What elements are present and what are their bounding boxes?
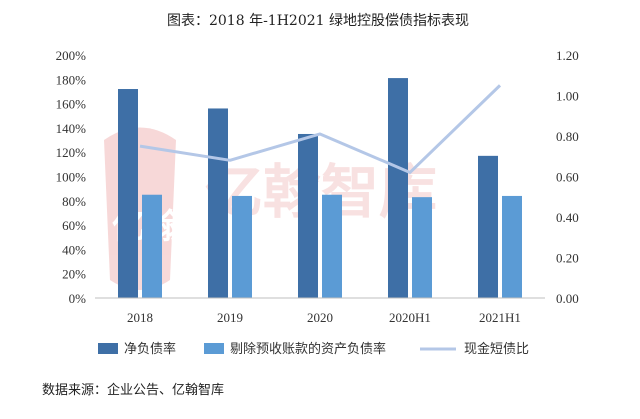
y-right-tick-label: 0.20 <box>556 251 579 266</box>
source-note: 数据来源：企业公告、亿翰智库 <box>42 382 224 398</box>
y-left-tick-label: 0% <box>69 291 87 306</box>
legend-label-adjusted-ratio: 剔除预收账款的资产负债率 <box>230 341 386 357</box>
bar-adjusted-asset-liability-2020H1 <box>412 197 432 298</box>
bar-adjusted-asset-liability-2018 <box>142 194 162 298</box>
chart-title: 图表：2018 年-1H2021 绿地控股偿债指标表现 <box>167 13 469 29</box>
y-right-tick-label: 1.00 <box>556 89 579 104</box>
y-right-tick-label: 0.60 <box>556 170 579 185</box>
bar-net-debt-ratio-2019 <box>208 108 228 299</box>
y-left-tick-label: 20% <box>62 267 86 282</box>
y-left-tick-label: 60% <box>62 218 86 233</box>
legend: 净负债率 剔除预收账款的资产负债率 现金短债比 <box>98 341 529 357</box>
x-tick-label: 2020H1 <box>389 310 431 325</box>
y-right-tick-label: 0.40 <box>556 210 579 225</box>
legend-swatch-net-debt <box>98 343 118 354</box>
legend-label-net-debt: 净负债率 <box>124 341 176 357</box>
y-left-tick-label: 180% <box>56 72 87 87</box>
legend-label-cash-ratio: 现金短债比 <box>464 341 529 357</box>
bar-net-debt-ratio-2020 <box>298 133 318 298</box>
y-left-tick-label: 200% <box>56 48 87 63</box>
bar-net-debt-ratio-2018 <box>118 89 138 299</box>
y-right-tick-label: 0.80 <box>556 129 579 144</box>
y-left-tick-label: 80% <box>62 194 86 209</box>
x-tick-label: 2021H1 <box>479 310 521 325</box>
y-left-tick-label: 40% <box>62 242 86 257</box>
bar-adjusted-asset-liability-2021H1 <box>502 195 522 298</box>
y-right-tick-label: 1.20 <box>556 48 579 63</box>
legend-swatch-adjusted-ratio <box>204 343 224 354</box>
bars <box>118 78 522 299</box>
bar-net-debt-ratio-2021H1 <box>478 155 498 298</box>
bar-adjusted-asset-liability-2020 <box>322 194 342 298</box>
line-cash-short-debt-ratio <box>139 84 502 174</box>
y-axis-right: 0.00 0.20 0.40 0.60 0.80 1.00 1.20 <box>556 48 579 306</box>
bar-adjusted-asset-liability-2019 <box>232 195 252 298</box>
y-left-tick-label: 160% <box>56 97 87 112</box>
y-axis-left: 0% 20% 40% 60% 80% 100% 120% 140% 160% 180% 200% <box>56 48 87 306</box>
x-axis: 2018 2019 2020 2020H1 2021H1 <box>127 310 521 325</box>
y-left-tick-label: 120% <box>56 145 87 160</box>
x-tick-label: 2018 <box>127 310 153 325</box>
y-right-tick-label: 0.00 <box>556 291 579 306</box>
bar-net-debt-ratio-2020H1 <box>388 78 408 299</box>
y-left-tick-label: 100% <box>56 170 87 185</box>
x-tick-label: 2019 <box>217 310 243 325</box>
line-series <box>139 84 502 174</box>
x-tick-label: 2020 <box>307 310 333 325</box>
y-left-tick-label: 140% <box>56 121 87 136</box>
